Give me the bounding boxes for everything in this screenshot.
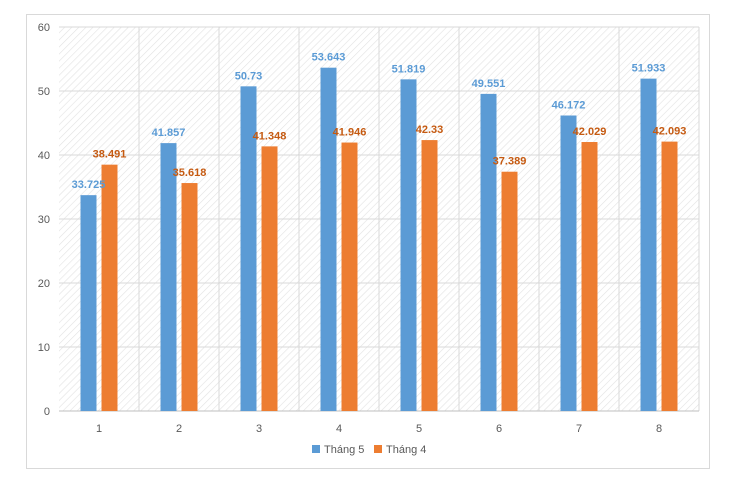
y-tick-label: 10: [38, 342, 50, 354]
bar-series-2: [661, 141, 678, 411]
bar-series-1: [480, 93, 497, 411]
bar-series-1: [80, 195, 97, 411]
x-tick-label: 1: [96, 423, 102, 435]
bar-series-1: [560, 115, 577, 411]
legend-label: Tháng 5: [324, 444, 364, 456]
x-tick-label: 5: [416, 423, 422, 435]
y-tick-label: 0: [44, 406, 50, 418]
data-label: 41.857: [152, 127, 186, 139]
x-tick-label: 4: [336, 423, 342, 435]
data-label: 41.946: [333, 127, 367, 139]
data-label: 50.73: [235, 70, 263, 82]
data-labels: 33.725 41.857 50.73 53.643 51.819 49.551 46.17…: [72, 52, 687, 191]
data-label: 51.819: [392, 63, 426, 75]
legend-label: Tháng 4: [386, 444, 426, 456]
legend-swatch: [374, 445, 382, 453]
legend-swatch: [312, 445, 320, 453]
bar-series-1: [400, 79, 417, 411]
bar-series-2: [581, 142, 598, 411]
y-tick-label: 20: [38, 278, 50, 290]
x-tick-label: 3: [256, 423, 262, 435]
x-tick-label: 2: [176, 423, 182, 435]
data-label: 46.172: [552, 99, 586, 111]
bar-series-2: [181, 183, 198, 411]
bars: [80, 67, 678, 412]
bar-series-1: [640, 78, 657, 412]
data-label: 42.093: [653, 126, 687, 138]
bar-chart: 0 10 20 30 40 50 60 1 2 3 4 5 6 7 8 33.725 41.857 50.73…: [38, 22, 700, 456]
chart-frame: 0 10 20 30 40 50 60 1 2 3 4 5 6 7 8 33.725 41.857 50.73…: [26, 14, 710, 469]
data-label: 33.725: [72, 179, 106, 191]
y-tick-label: 30: [38, 214, 50, 226]
y-tick-label: 50: [38, 86, 50, 98]
data-label: 35.618: [173, 167, 207, 179]
data-label: 51.933: [632, 63, 666, 75]
bar-series-1: [320, 67, 337, 411]
y-tick-label: 40: [38, 150, 50, 162]
bar-series-2: [341, 142, 358, 411]
data-label: 42.029: [573, 126, 607, 138]
y-tick-label: 60: [38, 22, 50, 34]
x-tick-label: 6: [496, 423, 502, 435]
x-tick-label: 8: [656, 423, 662, 435]
data-label: 49.551: [472, 78, 506, 90]
bar-series-2: [501, 171, 518, 411]
bar-series-2: [421, 140, 438, 411]
bar-series-2: [261, 146, 278, 411]
legend: Tháng 5 Tháng 4: [312, 444, 426, 456]
data-label: 41.348: [253, 130, 287, 142]
bar-series-1: [160, 143, 177, 411]
x-tick-label: 7: [576, 423, 582, 435]
data-label: 38.491: [93, 149, 127, 161]
bar-series-1: [240, 86, 257, 411]
data-label: 53.643: [312, 52, 346, 64]
y-axis-ticks: 0 10 20 30 40 50 60: [38, 22, 50, 418]
data-label: 42.33: [416, 124, 444, 136]
x-axis-ticks: 1 2 3 4 5 6 7 8: [96, 423, 662, 435]
bar-series-2: [101, 164, 118, 411]
data-label: 37.389: [493, 156, 527, 168]
